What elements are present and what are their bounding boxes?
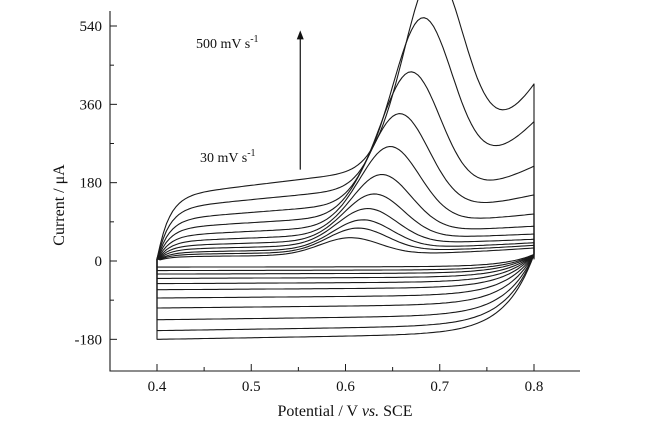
cv-curve-series bbox=[156, 227, 535, 272]
x-axis-title: Potential / V vs. SCE bbox=[278, 403, 413, 420]
x-tick-label: 0.8 bbox=[525, 379, 544, 395]
annotation-bottom-text: 30 mV s bbox=[200, 151, 247, 166]
annotation-top: 500 mV s-1 bbox=[196, 34, 259, 52]
axis-frame-line bbox=[109, 11, 580, 372]
cv-curve-series bbox=[156, 145, 535, 299]
y-tick-label: 180 bbox=[80, 176, 103, 192]
y-tick-label: 540 bbox=[80, 19, 103, 35]
axes-frame bbox=[109, 11, 580, 372]
axis-ticks bbox=[110, 25, 535, 371]
x-axis-title-italic: vs. bbox=[362, 403, 379, 420]
x-axis-title-main: Potential / V bbox=[278, 403, 362, 420]
y-tick-label: 360 bbox=[80, 97, 103, 113]
scan-rate-arrow bbox=[296, 30, 304, 170]
cv-curve-series bbox=[156, 0, 535, 340]
x-tick-label: 0.4 bbox=[148, 379, 167, 395]
x-axis-title-tail: SCE bbox=[379, 403, 412, 420]
x-tick-label: 0.7 bbox=[430, 379, 449, 395]
cv-curves bbox=[156, 0, 535, 340]
annotation-top-text: 500 mV s bbox=[196, 37, 250, 52]
cv-curve-series bbox=[156, 174, 535, 291]
annotation-bottom: 30 mV s-1 bbox=[200, 148, 256, 166]
x-tick-label: 0.5 bbox=[242, 379, 261, 395]
x-tick-label: 0.6 bbox=[336, 379, 355, 395]
annotation-top-sup: -1 bbox=[250, 34, 258, 45]
cv-curve-series bbox=[156, 237, 535, 268]
axis-labels: 0.4 0.5 0.6 0.7 0.8 -180 0 180 360 540 bbox=[75, 19, 544, 395]
arrow-head bbox=[296, 30, 304, 40]
annotation-bottom-sup: -1 bbox=[247, 148, 255, 159]
y-tick-label: -180 bbox=[75, 332, 103, 348]
cv-curve-series bbox=[156, 219, 535, 275]
y-axis-title: Current / μA bbox=[51, 164, 68, 246]
y-tick-label: 0 bbox=[95, 254, 103, 270]
